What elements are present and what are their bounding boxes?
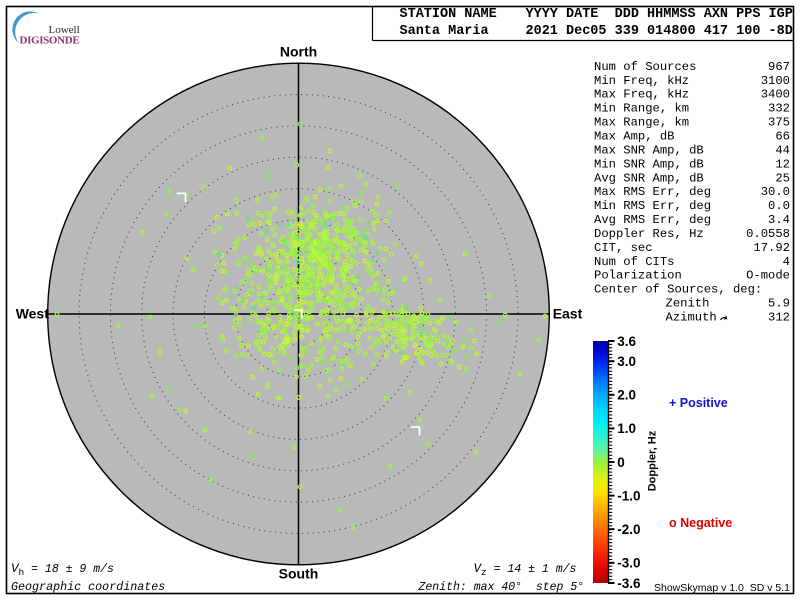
svg-text:Vz = 14 ± 1 m/s: Vz = 14 ± 1 m/s (474, 562, 577, 578)
svg-text:Num of CITs: Num of CITs (594, 255, 674, 269)
svg-text:East: East (553, 306, 583, 322)
svg-text:375: 375 (768, 116, 790, 130)
svg-text:West: West (16, 306, 50, 322)
svg-text:Max Range, km: Max Range, km (594, 116, 689, 130)
svg-text:Geographic coordinates: Geographic coordinates (11, 580, 165, 594)
svg-text:0.0: 0.0 (768, 199, 790, 213)
svg-text:0: 0 (617, 455, 625, 470)
svg-text:3100: 3100 (761, 74, 790, 88)
svg-text:+ Positive: + Positive (669, 396, 728, 410)
svg-text:332: 332 (768, 102, 790, 116)
svg-text:Avg SNR Amp, dB: Avg SNR Amp, dB (594, 171, 704, 185)
svg-text:Zenith: Zenith (666, 297, 710, 311)
svg-text:Min Freq, kHz: Min Freq, kHz (594, 74, 689, 88)
svg-text:312: 312 (768, 311, 790, 325)
svg-text:12: 12 (775, 157, 790, 171)
svg-text:Max RMS Err, deg: Max RMS Err, deg (594, 185, 711, 199)
svg-text:-3.0: -3.0 (617, 556, 640, 571)
svg-text:O-mode: O-mode (746, 269, 790, 283)
svg-text:Vh = 18 ± 9 m/s: Vh = 18 ± 9 m/s (11, 562, 114, 578)
svg-text:Min Range, km: Min Range, km (594, 102, 689, 116)
svg-text:967: 967 (768, 60, 790, 74)
svg-text:3.0: 3.0 (617, 354, 636, 369)
svg-text:CIT, sec: CIT, sec (594, 241, 653, 255)
svg-text:North: North (280, 44, 317, 60)
svg-text:Max Freq, kHz: Max Freq, kHz (594, 88, 689, 102)
svg-text:Polarization: Polarization (594, 269, 682, 283)
svg-text:3.4: 3.4 (768, 213, 790, 227)
svg-text:2.0: 2.0 (617, 388, 636, 403)
svg-text:3.6: 3.6 (617, 334, 636, 349)
svg-text:Doppler Res, Hz: Doppler Res, Hz (594, 227, 704, 241)
svg-text:5.9: 5.9 (768, 297, 790, 311)
svg-text:4: 4 (783, 255, 790, 269)
svg-text:44: 44 (775, 143, 790, 157)
svg-text:ShowSkymap v 1.0 SD v 5.1: ShowSkymap v 1.0 SD v 5.1 (654, 582, 790, 594)
svg-text:25: 25 (775, 171, 790, 185)
svg-text:YYYY DATE DDD HHMMSS AXN PPS: YYYY DATE DDD HHMMSS AXN PPS IGP (526, 7, 793, 22)
svg-text:Lowell: Lowell (49, 24, 80, 36)
svg-text:Doppler, Hz: Doppler, Hz (647, 430, 659, 491)
svg-text:0.0558: 0.0558 (746, 227, 790, 241)
svg-text:Min RMS Err, deg: Min RMS Err, deg (594, 199, 711, 213)
svg-text:Num of Sources: Num of Sources (594, 60, 696, 74)
svg-text:STATION NAME: STATION NAME (400, 7, 497, 22)
svg-text:Max Amp, dB: Max Amp, dB (594, 130, 674, 144)
svg-text:Min SNR Amp, dB: Min SNR Amp, dB (594, 157, 704, 171)
svg-text:30.0: 30.0 (761, 185, 790, 199)
svg-text:1.0: 1.0 (617, 421, 636, 436)
svg-text:Max SNR Amp, dB: Max SNR Amp, dB (594, 143, 704, 157)
svg-text:Azimuth: Azimuth (666, 311, 717, 325)
svg-text:-3.6: -3.6 (617, 576, 641, 591)
svg-text:o Negative: o Negative (669, 516, 732, 530)
svg-text:South: South (279, 566, 319, 582)
svg-text:Avg RMS Err, deg: Avg RMS Err, deg (594, 213, 711, 227)
svg-text:Zenith: max 40° step 5°: Zenith: max 40° step 5° (418, 581, 585, 594)
svg-text:66: 66 (775, 130, 790, 144)
svg-text:-1.0: -1.0 (617, 488, 640, 503)
svg-text:17.92: 17.92 (753, 241, 790, 255)
svg-text:DIGISONDE: DIGISONDE (20, 35, 80, 47)
svg-text:3400: 3400 (761, 88, 790, 102)
svg-text:Center of Sources, deg:: Center of Sources, deg: (594, 283, 762, 297)
svg-text:Santa Maria: Santa Maria (400, 24, 489, 39)
svg-text:2021 Dec05 339 014800 417 100: 2021 Dec05 339 014800 417 100 -8D (526, 24, 793, 39)
svg-text:-2.0: -2.0 (617, 522, 640, 537)
